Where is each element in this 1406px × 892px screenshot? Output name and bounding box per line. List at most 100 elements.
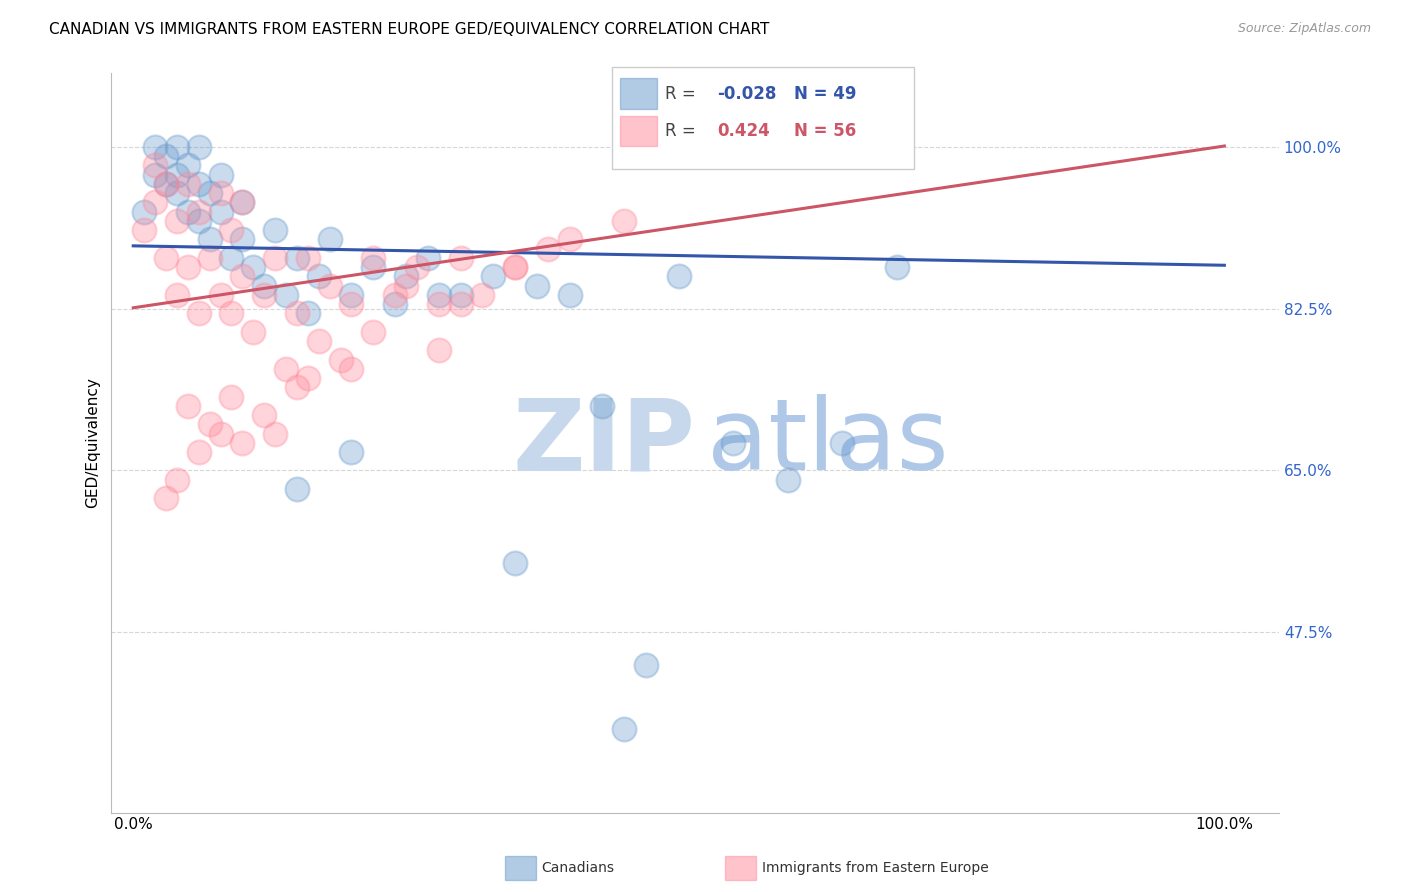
Point [340,445,363,459]
Point [297,251,319,265]
Point [198,417,221,432]
Point [166,186,188,201]
Text: Immigrants from Eastern Europe: Immigrants from Eastern Europe [762,861,988,875]
Point [318,232,340,246]
Point [209,288,232,302]
Point [886,260,908,274]
Point [134,204,156,219]
Point [384,297,406,311]
Point [177,158,200,172]
Point [166,473,188,487]
Point [503,556,526,570]
Point [297,306,319,320]
Point [274,361,297,376]
Point [231,195,253,210]
Point [253,288,276,302]
Point [361,251,384,265]
Y-axis label: GED/Equivalency: GED/Equivalency [86,377,100,508]
Point [526,278,548,293]
Point [231,195,253,210]
Point [406,260,429,274]
Point [427,288,450,302]
Point [231,435,253,450]
Point [166,214,188,228]
Point [776,473,799,487]
Point [143,168,166,182]
Point [636,657,658,672]
Point [221,251,243,265]
Point [668,269,690,284]
Point [503,260,526,274]
Point [209,168,232,182]
Point [242,260,264,274]
Point [395,269,418,284]
Point [450,288,472,302]
Point [318,278,340,293]
Point [155,491,177,506]
Point [187,306,209,320]
Point [166,168,188,182]
Point [209,186,232,201]
Point [285,251,308,265]
Point [285,306,308,320]
Point [558,288,581,302]
Point [361,260,384,274]
Point [198,186,221,201]
Text: R =: R = [665,122,706,140]
Point [187,140,209,154]
Point [427,297,450,311]
Point [221,306,243,320]
Point [482,269,505,284]
Point [264,426,287,441]
Point [209,204,232,219]
Point [416,251,439,265]
Point [177,177,200,191]
Text: -0.028: -0.028 [717,85,776,103]
Point [285,482,308,496]
Point [209,426,232,441]
Point [221,390,243,404]
Point [340,288,363,302]
Point [231,232,253,246]
Point [177,399,200,413]
Point [450,297,472,311]
Point [221,223,243,237]
Point [340,361,363,376]
Point [340,297,363,311]
Point [285,380,308,394]
Point [155,177,177,191]
Point [198,232,221,246]
Point [187,204,209,219]
Point [231,269,253,284]
Point [831,435,853,450]
Point [329,352,352,367]
Point [242,325,264,339]
Point [253,408,276,422]
Text: 0.424: 0.424 [717,122,770,140]
Point [143,158,166,172]
Point [187,214,209,228]
Text: Canadians: Canadians [541,861,614,875]
Text: atlas: atlas [707,394,949,491]
Point [308,269,330,284]
Point [384,288,406,302]
Text: N = 49: N = 49 [794,85,856,103]
Point [471,288,494,302]
Point [613,723,636,737]
Point [155,149,177,163]
Point [613,214,636,228]
Point [187,445,209,459]
Point [264,251,287,265]
Text: CANADIAN VS IMMIGRANTS FROM EASTERN EUROPE GED/EQUIVALENCY CORRELATION CHART: CANADIAN VS IMMIGRANTS FROM EASTERN EURO… [49,22,769,37]
Point [143,195,166,210]
Point [264,223,287,237]
Point [537,242,560,256]
Point [274,288,297,302]
Point [177,204,200,219]
Point [503,260,526,274]
Point [166,140,188,154]
Point [155,251,177,265]
Text: ZIP: ZIP [512,394,695,491]
Point [591,399,613,413]
Point [198,251,221,265]
